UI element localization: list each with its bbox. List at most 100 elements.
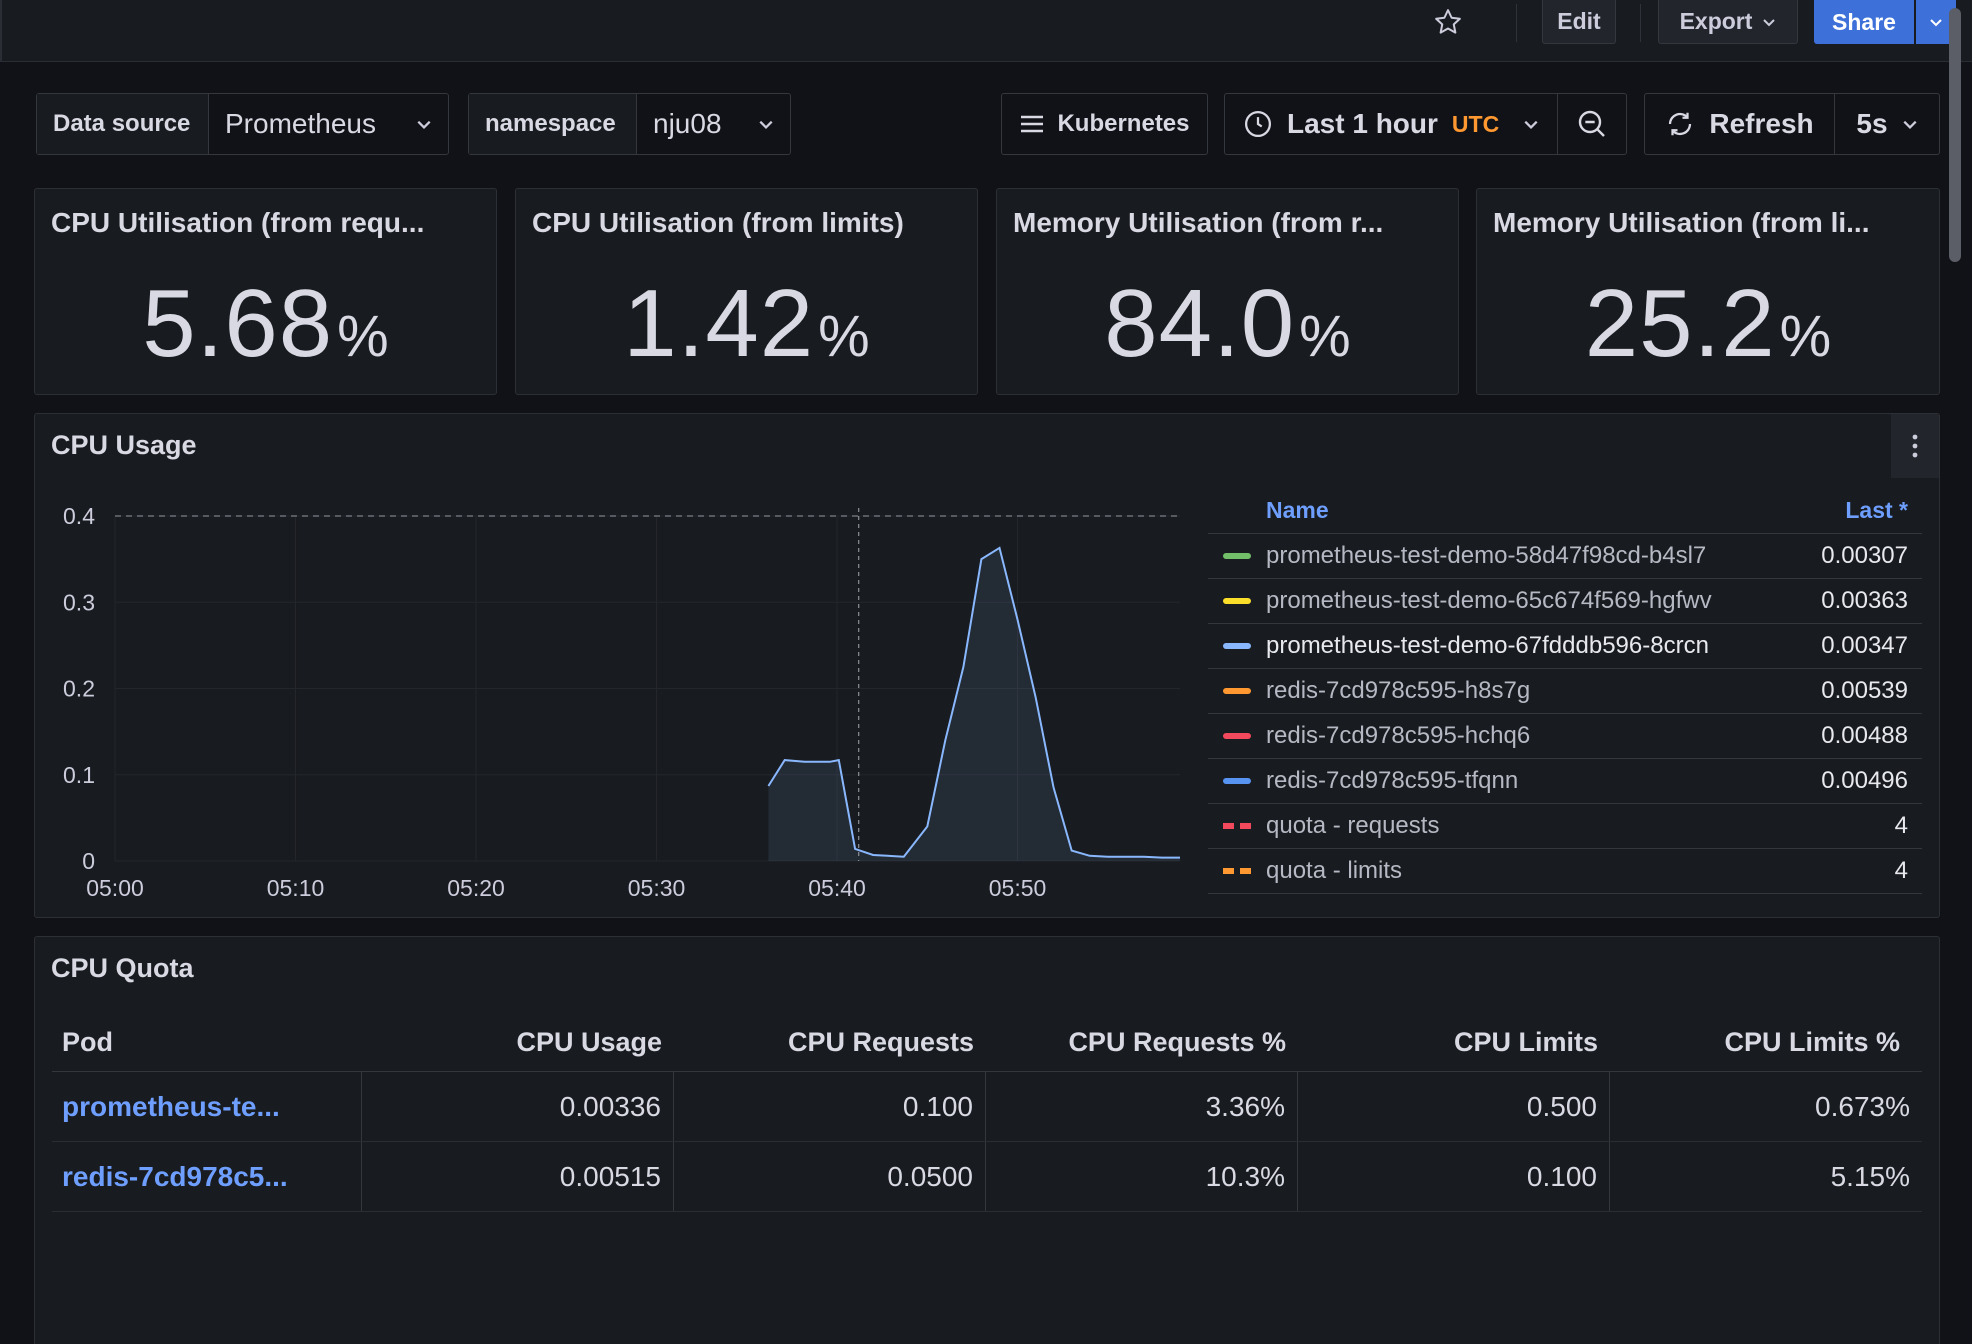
- table-cell: 0.00515: [362, 1142, 674, 1211]
- cpu-usage-chart[interactable]: 0.4 0.3 0.2 0.1 005:00 05:10 05:20 05:30 05:40 05…: [40, 490, 1200, 910]
- legend-item[interactable]: quota - requests 4: [1208, 804, 1922, 849]
- chevron-down-icon: [1524, 120, 1538, 130]
- x-tick-label: 05:30: [628, 875, 686, 901]
- column-header-cpu-usage[interactable]: CPU Usage: [516, 1027, 662, 1057]
- stat-panel-cpu-limits: CPU Utilisation (from limits) 1.42%: [515, 188, 978, 395]
- datasource-label: Data source: [37, 94, 209, 154]
- x-tick-label: 05:00: [86, 875, 144, 901]
- column-header-cpu-requests[interactable]: CPU Requests: [787, 1027, 974, 1057]
- stat-unit: %: [818, 304, 870, 369]
- x-tick-label: 05:10: [267, 875, 325, 901]
- legend-item[interactable]: prometheus-test-demo-67fdddb596-8crcn 0.0…: [1208, 624, 1922, 669]
- y-tick-label: 0.4: [63, 503, 95, 529]
- table-cell: 0.0500: [674, 1142, 986, 1211]
- legend-last-value: 4: [1894, 857, 1908, 884]
- chevron-down-icon: [417, 120, 431, 130]
- export-label: Export: [1679, 8, 1753, 34]
- refresh-button[interactable]: Refresh: [1645, 94, 1835, 154]
- refresh-interval-select[interactable]: 5s: [1835, 94, 1939, 154]
- stat-unit: %: [337, 304, 389, 369]
- legend-swatch: [1208, 868, 1266, 874]
- scrollbar-thumb[interactable]: [1949, 8, 1961, 262]
- y-tick-label: 0.1: [63, 762, 95, 788]
- legend-name-header[interactable]: Name: [1266, 497, 1329, 523]
- stat-value: 84.0%: [997, 269, 1458, 379]
- chevron-down-icon: [1763, 18, 1776, 26]
- stat-number: 25.2: [1584, 270, 1776, 377]
- y-tick-label: 0: [82, 848, 95, 874]
- x-tick-label: 05:20: [447, 875, 505, 901]
- legend-last-value: 0.00496: [1821, 767, 1908, 794]
- table-cell: 3.36%: [986, 1072, 1298, 1141]
- datasource-variable: Data source Prometheus: [36, 93, 449, 155]
- star-icon[interactable]: [1430, 4, 1466, 40]
- legend-last-value: 0.00347: [1821, 632, 1908, 659]
- legend-swatch: [1208, 598, 1266, 604]
- cpu-usage-panel: CPU Usage: [34, 413, 1940, 918]
- legend-last-value: 0.00539: [1821, 677, 1908, 704]
- legend-item[interactable]: prometheus-test-demo-65c674f569-hgfwv 0.0…: [1208, 579, 1922, 624]
- chevron-down-icon: [1930, 19, 1942, 27]
- dashboard-toolbar: Edit Export Share: [0, 0, 1972, 62]
- legend-swatch: [1208, 643, 1266, 649]
- zoom-out-button[interactable]: [1558, 94, 1626, 154]
- stat-title: CPU Utilisation (from requ...: [51, 207, 425, 238]
- edit-button[interactable]: Edit: [1542, 0, 1616, 44]
- x-tick-label: 05:40: [808, 875, 866, 901]
- datasource-select[interactable]: Prometheus: [209, 94, 448, 154]
- stat-value: 1.42%: [516, 269, 977, 379]
- legend-item[interactable]: redis-7cd978c595-hchq6 0.00488: [1208, 714, 1922, 759]
- column-header-cpu-limits-pct[interactable]: CPU Limits %: [1724, 1027, 1900, 1057]
- legend-last-header[interactable]: Last *: [1845, 497, 1908, 523]
- legend-series-name: redis-7cd978c595-tfqnn: [1266, 767, 1519, 794]
- stat-title: CPU Utilisation (from limits): [532, 207, 904, 238]
- cpu-quota-table: Pod CPU Usage CPU Requests CPU Requests …: [52, 1014, 1922, 1212]
- toolbar-divider: [1516, 4, 1517, 42]
- pod-link[interactable]: prometheus-te...: [62, 1090, 280, 1122]
- legend-rows: prometheus-test-demo-58d47f98cd-b4sl7 0.0…: [1208, 534, 1922, 894]
- legend-swatch: [1208, 823, 1266, 829]
- refresh-picker: Refresh 5s: [1644, 93, 1940, 155]
- share-button[interactable]: Share: [1814, 0, 1914, 44]
- legend-item[interactable]: redis-7cd978c595-tfqnn 0.00496: [1208, 759, 1922, 804]
- column-header-cpu-requests-pct[interactable]: CPU Requests %: [1068, 1027, 1286, 1057]
- datasource-value: Prometheus: [225, 108, 376, 139]
- refresh-icon: [1669, 112, 1692, 136]
- column-header-pod[interactable]: Pod: [62, 1027, 113, 1057]
- legend-swatch: [1208, 553, 1266, 559]
- legend-last-value: 0.00307: [1821, 542, 1908, 569]
- pod-link[interactable]: redis-7cd978c5...: [62, 1160, 288, 1192]
- cpu-quota-panel: CPU Quota: [34, 936, 1940, 1344]
- kubernetes-links-button[interactable]: Kubernetes: [1001, 93, 1208, 155]
- refresh-interval-value: 5s: [1856, 108, 1888, 139]
- legend-swatch: [1208, 733, 1266, 739]
- legend-series-name: quota - requests: [1266, 812, 1440, 839]
- legend-swatch: [1208, 778, 1266, 784]
- cpu-usage-legend: Name Last * prometheus-test-demo-58d47f9…: [1208, 488, 1922, 894]
- pod-cell: redis-7cd978c5...: [52, 1142, 362, 1211]
- page-scrollbar[interactable]: [1946, 0, 1964, 1344]
- kubernetes-label: Kubernetes: [1057, 110, 1190, 137]
- stat-value: 5.68%: [35, 269, 496, 379]
- series-line[interactable]: [767, 546, 1180, 859]
- legend-series-name: redis-7cd978c595-hchq6: [1266, 722, 1531, 749]
- stat-panel-cpu-requests: CPU Utilisation (from requ... 5.68%: [34, 188, 497, 395]
- column-header-cpu-limits[interactable]: CPU Limits: [1453, 1027, 1598, 1057]
- namespace-select[interactable]: nju08: [637, 94, 790, 154]
- table-cell: 0.673%: [1815, 1090, 1910, 1122]
- share-label: Share: [1832, 8, 1896, 35]
- legend-last-value: 0.00488: [1821, 722, 1908, 749]
- legend-item[interactable]: redis-7cd978c595-h8s7g 0.00539: [1208, 669, 1922, 714]
- stat-unit: %: [1299, 304, 1351, 369]
- legend-series-name: quota - limits: [1266, 857, 1403, 884]
- export-button[interactable]: Export: [1658, 0, 1798, 44]
- table-header: Pod CPU Usage CPU Requests CPU Requests …: [52, 1014, 1922, 1072]
- panel-menu-button[interactable]: [1891, 414, 1939, 478]
- legend-item[interactable]: prometheus-test-demo-58d47f98cd-b4sl7 0.0…: [1208, 534, 1922, 579]
- time-range-button[interactable]: Last 1 hour UTC: [1225, 94, 1558, 154]
- refresh-label: Refresh: [1709, 108, 1814, 139]
- stat-title: Memory Utilisation (from li...: [1493, 207, 1870, 238]
- legend-item[interactable]: quota - limits 4: [1208, 849, 1922, 894]
- edit-label: Edit: [1557, 8, 1601, 34]
- time-picker: Last 1 hour UTC: [1224, 93, 1627, 155]
